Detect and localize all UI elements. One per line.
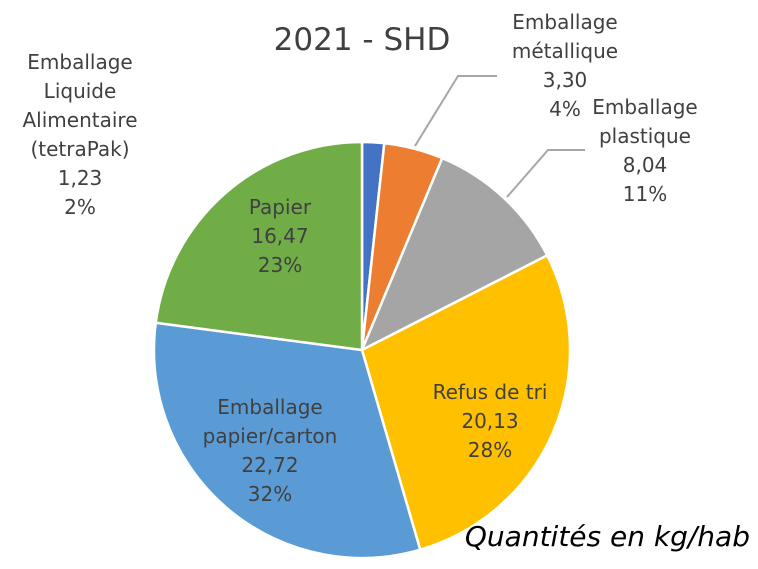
category-label: Emballage métallique xyxy=(511,10,619,63)
value-label: 1,23 xyxy=(57,166,103,190)
percent-label: 11% xyxy=(622,182,668,206)
leader-line xyxy=(414,75,497,147)
value-label: 22,72 xyxy=(241,453,299,477)
category-label: Papier xyxy=(248,195,312,219)
pie-slice xyxy=(359,156,549,353)
pie-slice xyxy=(360,253,572,552)
slice-label: Papier 16,47 23% xyxy=(205,193,355,280)
pie-slice xyxy=(152,321,422,560)
slice-label: Emballage plastique 8,04 11% xyxy=(570,93,720,209)
category-label: Emballage plastique xyxy=(592,95,698,148)
percent-label: 32% xyxy=(247,482,293,506)
percent-label: 4% xyxy=(549,97,581,121)
value-label: 20,13 xyxy=(461,409,519,433)
percent-label: 2% xyxy=(64,195,96,219)
slice-label: Refus de tri 20,13 28% xyxy=(410,378,570,465)
percent-label: 23% xyxy=(257,253,303,277)
pie-slice xyxy=(154,140,364,352)
slice-label: Emballage métallique 3,30 4% xyxy=(480,8,650,124)
leader-line xyxy=(506,149,585,198)
note: Quantités en kg/hab xyxy=(464,520,750,553)
category-label: Emballage Liquide Alimentaire (tetraPak) xyxy=(22,50,138,161)
value-label: 16,47 xyxy=(251,224,309,248)
category-label: Refus de tri xyxy=(432,380,548,404)
value-label: 3,30 xyxy=(542,68,588,92)
percent-label: 28% xyxy=(467,438,513,462)
value-label: 8,04 xyxy=(622,153,668,177)
chart-title: 2021 - SHD xyxy=(273,22,451,58)
slice-label: Emballage papier/carton 22,72 32% xyxy=(180,393,360,509)
category-label: Emballage papier/carton xyxy=(202,395,338,448)
slice-label: Emballage Liquide Alimentaire (tetraPak)… xyxy=(10,48,150,222)
